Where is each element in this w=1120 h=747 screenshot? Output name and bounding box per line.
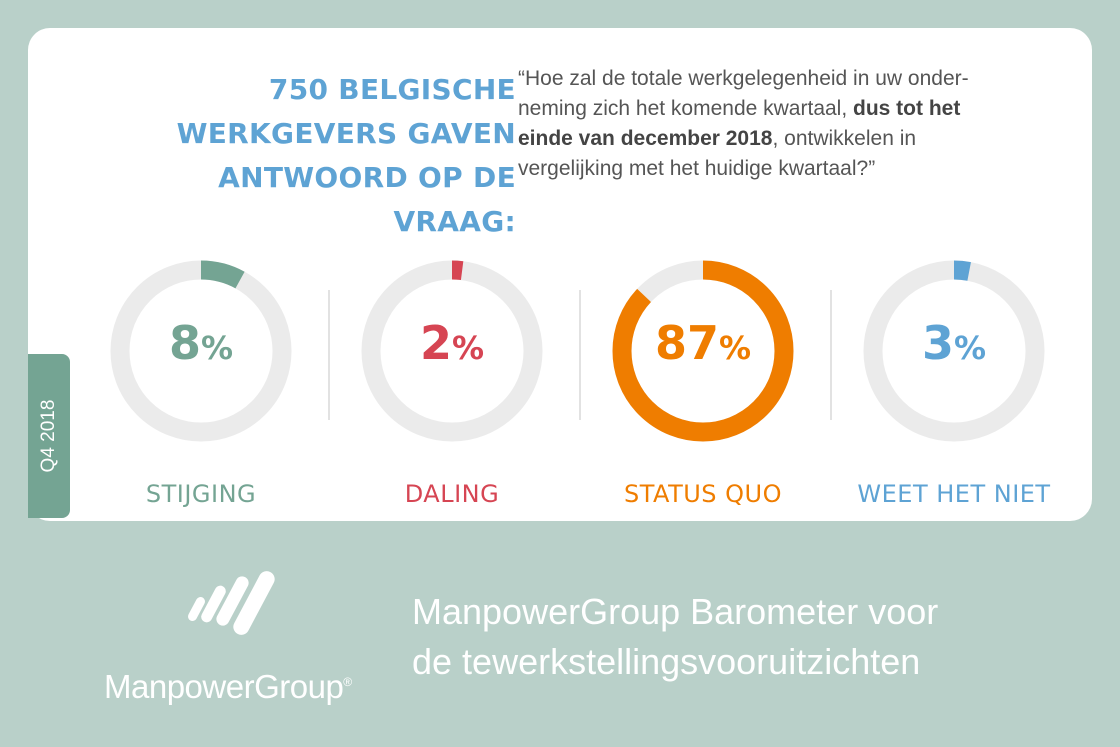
- donut-slice-daling: [361, 260, 543, 442]
- question-line-1: “Hoe zal de totale werkgelegenheid in uw…: [518, 67, 969, 90]
- footer-title-line-2: de tewerkstellingsvooruitzichten: [412, 641, 921, 682]
- gauge-daling: 2% DALING: [347, 246, 557, 516]
- donut-status-quo: [612, 260, 794, 442]
- registered-mark: ®: [343, 675, 352, 689]
- question-emphasis-1: dus tot het: [853, 97, 961, 120]
- manpowergroup-logo-icon: [188, 571, 275, 635]
- question-intro: 750 BELGISCHE WERKGEVERS GAVEN ANTWOORD …: [88, 68, 516, 244]
- gauge-divider: [579, 290, 581, 420]
- question-line-2: neming zich het komende kwartaal, dus to…: [518, 97, 961, 120]
- results-card: 750 BELGISCHE WERKGEVERS GAVEN ANTWOORD …: [28, 28, 1092, 521]
- gauge-divider: [830, 290, 832, 420]
- value-unit: %: [718, 329, 752, 367]
- gauge-stijging: 8% STIJGING: [96, 246, 306, 516]
- footer-title-line-1: ManpowerGroup Barometer voor: [412, 591, 939, 632]
- value-number: 2: [419, 316, 452, 370]
- donut-slice-status-quo: [612, 260, 794, 442]
- category-label-weet-het-niet: WEET HET NIET: [857, 480, 1051, 508]
- donut-daling: [361, 260, 543, 442]
- category-label-daling: DALING: [404, 480, 500, 508]
- gauge-weet-het-niet: 3% WEET HET NIET: [849, 246, 1059, 516]
- question-emphasis-2: einde van december 2018: [518, 127, 773, 150]
- question-line-4: vergelijking met het huidige kwartaal?”: [518, 157, 876, 180]
- gauge-divider: [328, 290, 330, 420]
- value-unit: %: [451, 329, 485, 367]
- donut-slice-weet-het-niet: [863, 260, 1045, 442]
- value-label-stijging: 8%: [96, 316, 306, 370]
- donut-slice-stijging: [110, 260, 292, 442]
- intro-line-2: WERKGEVERS GAVEN: [176, 117, 516, 150]
- value-unit: %: [200, 329, 234, 367]
- category-label-stijging: STIJGING: [145, 480, 257, 508]
- value-unit: %: [953, 329, 987, 367]
- category-label-status-quo: STATUS QUO: [623, 480, 783, 508]
- value-label-daling: 2%: [347, 316, 557, 370]
- period-tab: Q4 2018: [28, 354, 70, 518]
- intro-line-3: ANTWOORD OP DE VRAAG:: [218, 161, 516, 238]
- donut-weet-het-niet: [863, 260, 1045, 442]
- intro-line-1: 750 BELGISCHE: [268, 73, 516, 106]
- value-label-weet-het-niet: 3%: [849, 316, 1059, 370]
- logo-wordmark: ManpowerGroup®: [104, 668, 352, 705]
- footer-title: ManpowerGroup Barometer voor de tewerkst…: [412, 587, 938, 687]
- donut-stijging: [110, 260, 292, 442]
- question-line-3: einde van december 2018, ontwikkelen in: [518, 127, 917, 150]
- survey-question: “Hoe zal de totale werkgelegenheid in uw…: [518, 64, 1058, 184]
- value-label-status-quo: 87%: [598, 316, 808, 370]
- gauge-status-quo: 87% STATUS QUO: [598, 246, 808, 516]
- period-label: Q4 2018: [38, 399, 59, 473]
- value-number: 87: [654, 316, 719, 370]
- value-number: 8: [168, 316, 201, 370]
- value-number: 3: [921, 316, 954, 370]
